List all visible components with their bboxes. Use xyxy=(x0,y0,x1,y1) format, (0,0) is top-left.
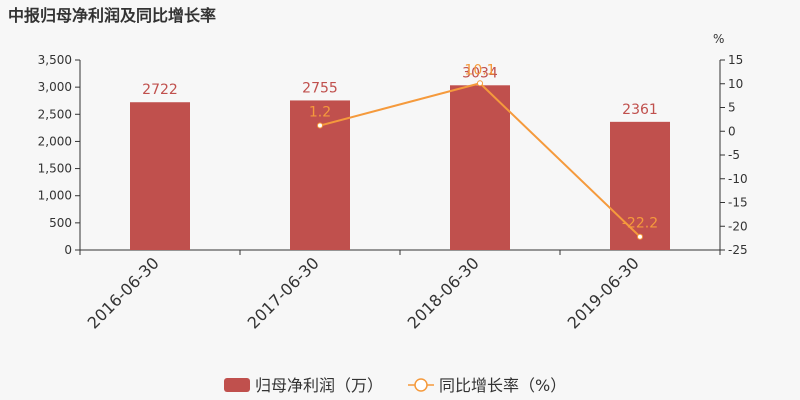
x-tick-label: 2017-06-30 xyxy=(244,253,323,332)
bar-value-label: 2361 xyxy=(622,102,658,118)
left-tick-label: 500 xyxy=(49,216,72,230)
line-value-label: 1.2 xyxy=(309,105,331,121)
line-value-label: -22.2 xyxy=(622,216,658,232)
bar-value-label: 3034 xyxy=(462,65,498,81)
left-tick-label: 0 xyxy=(64,243,72,257)
bar[interactable] xyxy=(450,85,510,250)
legend-bar-label: 归母净利润（万） xyxy=(255,376,383,395)
bar[interactable] xyxy=(130,102,190,250)
left-tick-label: 3,500 xyxy=(38,53,72,67)
right-axis-unit: % xyxy=(713,32,724,46)
x-tick-label: 2019-06-30 xyxy=(564,253,643,332)
legend-line-label: 同比增长率（%） xyxy=(439,376,566,395)
right-tick-label: -20 xyxy=(728,219,748,233)
right-tick-label: 5 xyxy=(728,101,736,115)
bar-value-label: 2722 xyxy=(142,82,178,98)
bar-series: 2722 2755 3034 2361 xyxy=(130,65,670,251)
right-tick-label: 10 xyxy=(728,77,743,91)
left-tick-label: 2,500 xyxy=(38,107,72,121)
right-tick-label: -5 xyxy=(728,148,740,162)
right-tick-label: -10 xyxy=(728,172,748,186)
line-point[interactable] xyxy=(477,80,483,87)
right-tick-label: 0 xyxy=(728,124,736,138)
left-tick-label: 1,500 xyxy=(38,162,72,176)
legend[interactable]: 归母净利润（万） 同比增长率（%） xyxy=(224,376,566,395)
line-point[interactable] xyxy=(637,233,643,240)
x-tick-label: 2016-06-30 xyxy=(84,253,163,332)
chart-title: 中报归母净利润及同比增长率 xyxy=(8,6,217,25)
left-tick-label: 3,000 xyxy=(38,80,72,94)
bar-value-label: 2755 xyxy=(302,80,338,96)
right-tick-label: -15 xyxy=(728,196,748,210)
left-tick-label: 1,000 xyxy=(38,189,72,203)
left-tick-label: 2,000 xyxy=(38,134,72,148)
line-series: 1.2 10.1 -22.2 xyxy=(309,62,658,240)
bar[interactable] xyxy=(610,121,670,251)
legend-bar-swatch xyxy=(224,378,250,392)
x-tick-label: 2018-06-30 xyxy=(404,253,483,332)
legend-line-marker xyxy=(414,378,428,392)
line-value-label: 10.1 xyxy=(464,62,495,78)
line-point[interactable] xyxy=(317,122,323,129)
right-tick-label: 15 xyxy=(728,53,743,67)
right-tick-label: -25 xyxy=(728,243,748,257)
